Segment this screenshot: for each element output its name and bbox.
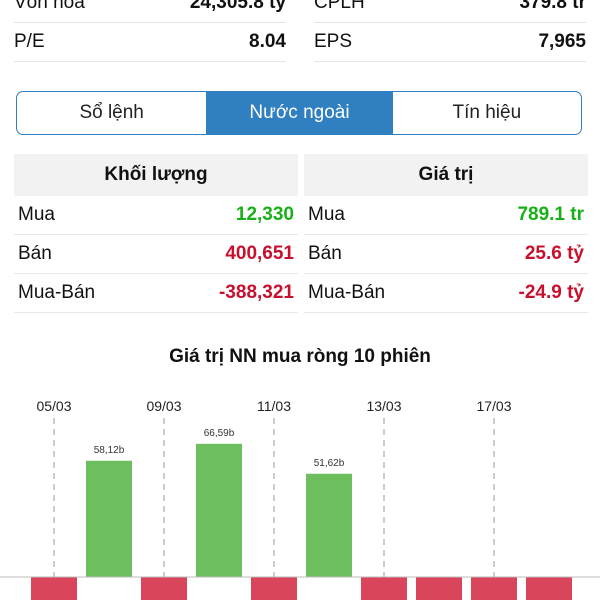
table-row: Mua-Bán -24.9 tỷ bbox=[304, 274, 588, 313]
tab-order-book[interactable]: Sổ lệnh bbox=[79, 102, 144, 123]
bar-value-label: 51,62b bbox=[314, 458, 345, 469]
row-value: 12,330 bbox=[235, 204, 294, 225]
value-table-header: Giá trị bbox=[304, 154, 588, 196]
row-label: Mua bbox=[18, 204, 55, 225]
negative-bar bbox=[526, 577, 572, 600]
stat-row-market-cap: Vốn hóa 24,305.8 tỷ bbox=[14, 0, 286, 23]
tab-foreign[interactable]: Nước ngoài bbox=[206, 92, 392, 134]
row-label: Bán bbox=[308, 243, 342, 264]
table-row: Bán 400,651 bbox=[14, 235, 298, 274]
date-tick-label: 05/03 bbox=[36, 398, 71, 414]
bar-value-label: 66,59b bbox=[204, 428, 235, 439]
date-tick-label: 13/03 bbox=[366, 398, 401, 414]
row-label: Mua bbox=[308, 204, 345, 225]
table-row: Mua 789.1 tr bbox=[304, 196, 588, 235]
stat-label: Vốn hóa bbox=[14, 0, 85, 13]
row-value: 25.6 tỷ bbox=[524, 243, 584, 264]
stat-row-cplh: CPLH 379.8 tr bbox=[314, 0, 586, 23]
table-row: Mua 12,330 bbox=[14, 196, 298, 235]
negative-bar bbox=[31, 577, 77, 600]
stat-value: 24,305.8 tỷ bbox=[189, 0, 286, 13]
date-tick-label: 09/03 bbox=[146, 398, 181, 414]
stat-row-eps: EPS 7,965 bbox=[314, 23, 586, 62]
row-label: Mua-Bán bbox=[18, 282, 96, 303]
stat-row-pe: P/E 8.04 bbox=[14, 23, 286, 62]
date-tick-label: 11/03 bbox=[257, 398, 291, 414]
negative-bar bbox=[251, 577, 297, 600]
table-row: Mua-Bán -388,321 bbox=[14, 274, 298, 313]
bar-value-label: 58,12b bbox=[94, 445, 125, 456]
stat-value: 8.04 bbox=[249, 31, 286, 52]
row-label: Mua-Bán bbox=[308, 282, 386, 303]
bar bbox=[196, 443, 242, 577]
bar bbox=[86, 460, 132, 577]
stat-label: CPLH bbox=[314, 0, 365, 13]
value-table: Giá trị Mua 789.1 tr Bán 25.6 tỷ Mua-Bán… bbox=[304, 154, 588, 313]
table-row: Bán 25.6 tỷ bbox=[304, 235, 588, 274]
stat-value: 7,965 bbox=[538, 31, 586, 52]
stat-label: EPS bbox=[314, 31, 353, 52]
chart-title: Giá trị NN mua ròng 10 phiên bbox=[169, 346, 431, 367]
stat-value: 379.8 tr bbox=[519, 0, 586, 13]
tab-signals[interactable]: Tín hiệu bbox=[391, 92, 581, 134]
date-tick-label: 17/03 bbox=[476, 398, 511, 414]
row-label: Bán bbox=[18, 243, 52, 264]
net-buy-bar-chart: 05/03 09/03 11/03 13/03 17/03 58,12b 66,59b 51,… bbox=[0, 398, 600, 600]
row-value: 400,651 bbox=[225, 243, 294, 264]
negative-bar bbox=[361, 577, 407, 600]
volume-table: Khối lượng Mua 12,330 Bán 400,651 Mua-Bá… bbox=[14, 154, 298, 313]
stat-label: P/E bbox=[14, 31, 45, 52]
row-value: -24.9 tỷ bbox=[518, 282, 584, 303]
negative-bar bbox=[141, 577, 187, 600]
bar bbox=[306, 473, 352, 577]
segmented-tabs: Sổ lệnh Nước ngoài Tín hiệu bbox=[16, 91, 582, 135]
negative-bar bbox=[471, 577, 517, 600]
volume-table-header: Khối lượng bbox=[14, 154, 298, 196]
negative-bar bbox=[416, 577, 462, 600]
row-value: 789.1 tr bbox=[517, 204, 584, 225]
row-value: -388,321 bbox=[218, 282, 294, 303]
